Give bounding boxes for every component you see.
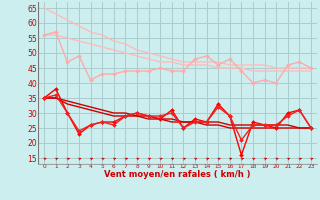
X-axis label: Vent moyen/en rafales ( km/h ): Vent moyen/en rafales ( km/h ) bbox=[104, 170, 251, 179]
